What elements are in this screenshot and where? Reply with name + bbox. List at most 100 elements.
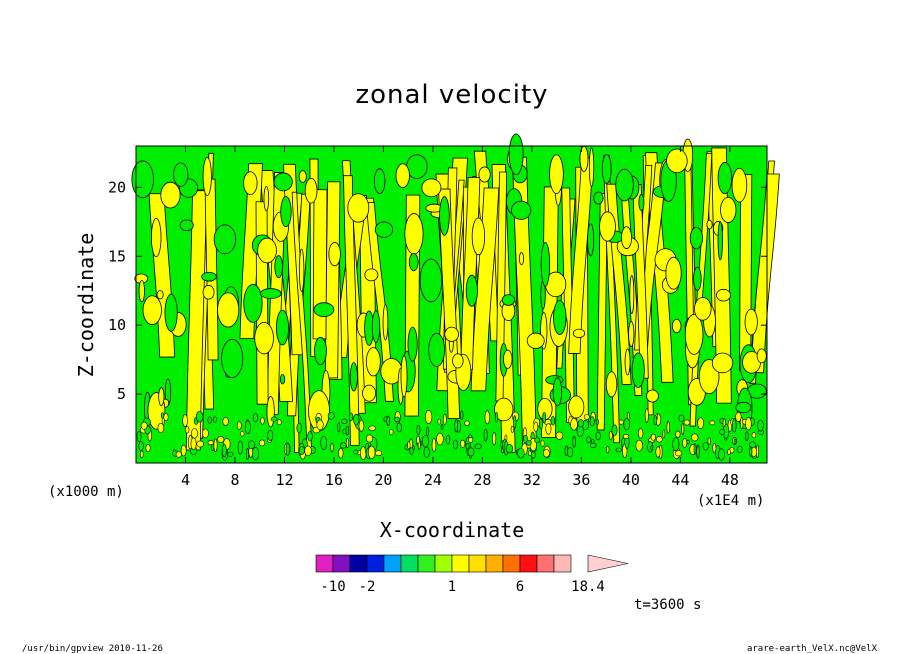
field-cell (341, 418, 348, 425)
field-blob (439, 196, 450, 236)
x-axis-label: X-coordinate (380, 518, 525, 542)
field-cell (460, 410, 464, 420)
field-cell (436, 432, 444, 446)
field-blob (503, 349, 513, 369)
field-cell (492, 432, 497, 446)
field-cell (440, 424, 444, 430)
field-cell (596, 419, 599, 425)
field-cell (650, 433, 656, 441)
field-cell (237, 440, 244, 455)
field-cell (666, 421, 670, 434)
field-cell (304, 445, 312, 457)
field-cell (540, 439, 545, 447)
field-cell (653, 415, 658, 426)
field-cell (545, 423, 552, 435)
field-blob (588, 147, 595, 187)
field-cell (672, 437, 680, 452)
field-blob (671, 318, 682, 334)
field-cell (615, 447, 622, 453)
field-cell (298, 446, 305, 455)
plot-frame (135, 145, 768, 464)
field-cell (735, 412, 742, 423)
time-annotation: t=3600 s (634, 597, 701, 613)
x-axis-ticks: 4 8 12 16 20 24 28 32 36 40 44 48 (181, 146, 739, 489)
field-cell (270, 416, 278, 422)
field-cell (145, 443, 151, 453)
field-blob (717, 221, 723, 261)
field-blob (526, 332, 545, 349)
field-cell (611, 424, 618, 436)
field-cell (623, 418, 630, 431)
field-cell (285, 442, 290, 456)
field-blob (266, 396, 275, 428)
colorbar-label: 6 (516, 579, 524, 595)
field-cell (368, 425, 377, 431)
field-cell (589, 416, 595, 427)
field-cell (751, 432, 757, 439)
x-tick-label: 4 (181, 471, 190, 489)
field-cell (595, 431, 601, 441)
field-cell (330, 442, 334, 453)
field-blob (201, 271, 217, 282)
colorbar-segment (502, 554, 521, 573)
field-cell (396, 422, 402, 433)
field-blob (465, 274, 478, 307)
field-blob (243, 283, 263, 323)
field-cell (409, 446, 414, 456)
field-blob (404, 213, 424, 255)
field-cell (510, 425, 515, 433)
field-cell (236, 421, 242, 430)
field-cell (464, 420, 470, 426)
field-blob (599, 211, 616, 242)
colorbar-label: -2 (359, 579, 376, 595)
field-cell (678, 414, 685, 422)
field-blob (553, 300, 567, 335)
field-cell (618, 419, 624, 425)
field-cell (627, 412, 630, 420)
colorbar-segment (536, 554, 555, 573)
field-cell (555, 431, 564, 440)
field-cell (316, 419, 324, 430)
field-cell (431, 438, 437, 452)
field-blob (138, 279, 145, 303)
field-blob (400, 355, 408, 398)
field-blob (694, 296, 712, 321)
field-blob (131, 160, 154, 199)
field-cell (697, 417, 704, 430)
field-band (512, 156, 537, 449)
field-cell (296, 422, 302, 434)
field-cell (307, 431, 313, 442)
field-cell (367, 445, 376, 459)
field-cell (195, 411, 204, 423)
field-blob (646, 389, 659, 403)
field-blob (731, 167, 748, 203)
field-blob (151, 217, 162, 258)
y-tick-label: 15 (108, 247, 126, 265)
field-blob (408, 253, 419, 272)
field-blob (419, 258, 443, 303)
contour-field (131, 133, 780, 461)
field-cell (650, 445, 654, 451)
field-cell (727, 448, 731, 455)
field-cell (327, 411, 335, 420)
field-cell (719, 429, 725, 435)
field-cell (513, 415, 517, 429)
field-cell (267, 429, 274, 441)
field-blob (313, 302, 335, 318)
field-cell (528, 450, 532, 456)
x-unit-label: (x1E4 m) (697, 493, 764, 509)
field-cell (682, 437, 688, 448)
field-blob (621, 226, 633, 250)
x-tick-label: 16 (325, 471, 343, 489)
field-cell (423, 446, 430, 458)
field-cell (453, 439, 458, 450)
field-blob (213, 224, 237, 255)
field-blob (260, 288, 282, 299)
field-cell (416, 435, 420, 444)
field-cell (736, 445, 743, 453)
y-tick-label: 5 (117, 385, 126, 403)
field-cell (622, 433, 630, 439)
field-band (470, 187, 500, 392)
